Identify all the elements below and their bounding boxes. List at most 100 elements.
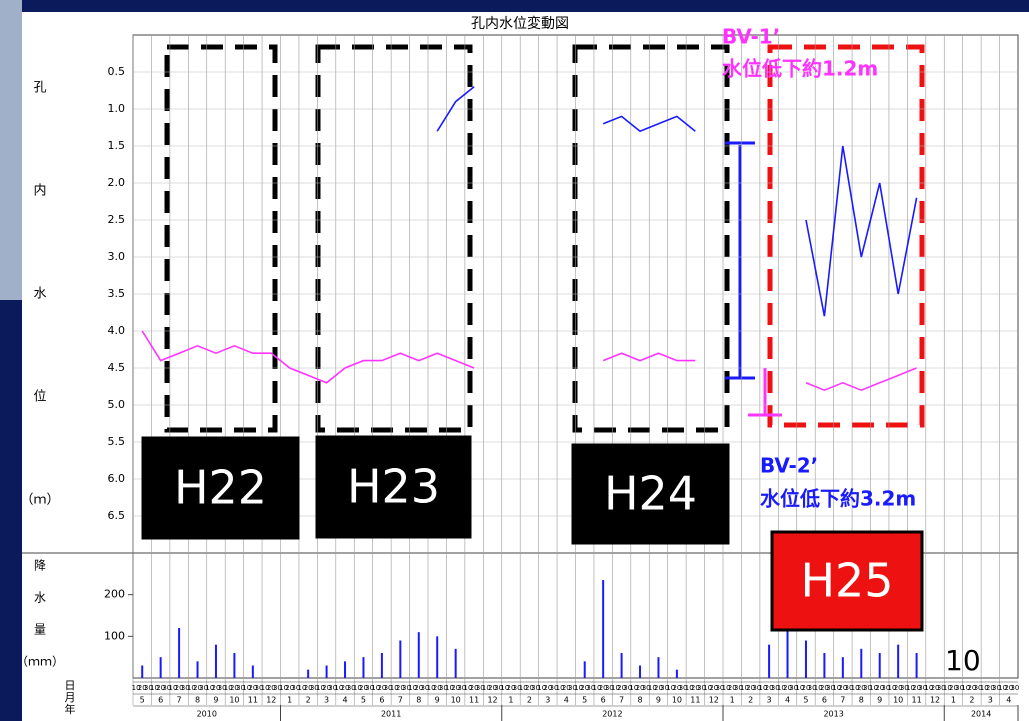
y-tick-label: 3.5 <box>108 287 126 300</box>
rain-bar <box>233 653 236 678</box>
month-label: 4 <box>785 696 790 705</box>
day-label: 10 <box>943 684 952 692</box>
chart-title: 孔内水位変動図 <box>471 15 569 32</box>
day-label: 10 <box>777 684 786 692</box>
day-label: 10 <box>500 684 509 692</box>
day-label: 20 <box>230 684 239 692</box>
rain-bar <box>178 628 181 678</box>
year-label: 2014 <box>971 710 991 719</box>
day-label: 10 <box>298 684 307 692</box>
map-fragment <box>0 0 22 300</box>
day-label: 30 <box>310 684 319 692</box>
year-label: 2013 <box>823 710 843 719</box>
month-label: 7 <box>398 696 403 705</box>
day-label: 20 <box>193 684 202 692</box>
day-label: 10 <box>132 684 141 692</box>
y-axis-label: （ｍ） <box>20 493 59 508</box>
y-axis-label: 位 <box>33 390 46 405</box>
period-label: H22 <box>174 461 267 515</box>
day-label: 10 <box>961 684 970 692</box>
day-label: 30 <box>845 684 854 692</box>
day-label: 20 <box>617 684 626 692</box>
day-label: 10 <box>316 684 325 692</box>
day-label: 30 <box>974 684 983 692</box>
day-label: 20 <box>248 684 257 692</box>
rain-bar <box>159 657 162 678</box>
month-label: 12 <box>930 696 940 705</box>
month-label: 10 <box>229 696 239 705</box>
day-label: 20 <box>599 684 608 692</box>
day-label: 10 <box>519 684 528 692</box>
day-label: 10 <box>427 684 436 692</box>
day-label: 30 <box>420 684 429 692</box>
day-label: 30 <box>605 684 614 692</box>
day-label: 30 <box>513 684 522 692</box>
day-label: 20 <box>543 684 552 692</box>
month-label: 3 <box>545 696 550 705</box>
period-label: H24 <box>604 467 697 521</box>
day-label: 10 <box>482 684 491 692</box>
day-label: 20 <box>507 684 516 692</box>
day-label: 30 <box>255 684 264 692</box>
day-label: 10 <box>574 684 583 692</box>
month-label: 7 <box>619 696 624 705</box>
day-label: 20 <box>857 684 866 692</box>
rain-bar <box>657 657 660 678</box>
day-label: 10 <box>685 684 694 692</box>
day-label: 20 <box>838 684 847 692</box>
rain-bar <box>214 644 217 678</box>
rain-bar <box>307 669 310 678</box>
month-label: 8 <box>859 696 864 705</box>
day-label: 20 <box>414 684 423 692</box>
day-label: 20 <box>377 684 386 692</box>
day-label: 10 <box>722 684 731 692</box>
day-label: 10 <box>168 684 177 692</box>
month-label: 1 <box>508 696 513 705</box>
day-label: 30 <box>642 684 651 692</box>
rain-bar <box>362 657 365 678</box>
y-tick-label: 1.5 <box>108 139 126 152</box>
day-label: 10 <box>851 684 860 692</box>
day-label: 10 <box>334 684 343 692</box>
rain-bar <box>399 640 402 678</box>
month-label: 12 <box>266 696 276 705</box>
month-label: 3 <box>767 696 772 705</box>
period-box <box>315 435 472 539</box>
dashed-box <box>572 44 730 433</box>
day-label: 20 <box>488 684 497 692</box>
y-tick-label: 5.0 <box>108 398 126 411</box>
day-label: 30 <box>291 684 300 692</box>
day-label: 10 <box>353 684 362 692</box>
period-label: H23 <box>347 460 440 514</box>
dashed-box <box>164 44 278 433</box>
day-label: 20 <box>470 684 479 692</box>
day-label: 20 <box>304 684 313 692</box>
day-label: 30 <box>992 684 1001 692</box>
day-label: 30 <box>771 684 780 692</box>
month-label: 4 <box>1006 696 1011 705</box>
day-label: 30 <box>402 684 411 692</box>
day-label: 10 <box>758 684 767 692</box>
day-label: 10 <box>187 684 196 692</box>
month-label: 3 <box>988 696 993 705</box>
day-label: 20 <box>894 684 903 692</box>
day-label: 30 <box>181 684 190 692</box>
month-label: 2 <box>527 696 532 705</box>
rain-bar <box>675 669 678 678</box>
day-label: 30 <box>808 684 817 692</box>
day-label: 10 <box>888 684 897 692</box>
series-line <box>436 86 918 317</box>
rain-bar <box>768 644 771 678</box>
day-label: 20 <box>765 684 774 692</box>
rain-bar <box>380 653 383 678</box>
month-label: 7 <box>177 696 182 705</box>
day-label: 20 <box>802 684 811 692</box>
day-label: 30 <box>439 684 448 692</box>
year-label: 2011 <box>381 710 401 719</box>
month-label: 11 <box>912 696 922 705</box>
day-label: 20 <box>359 684 368 692</box>
rain-axis-label: 量 <box>34 623 46 637</box>
rain-axis-label: 水 <box>34 591 46 605</box>
period-box <box>571 443 730 545</box>
month-label: 9 <box>656 696 661 705</box>
